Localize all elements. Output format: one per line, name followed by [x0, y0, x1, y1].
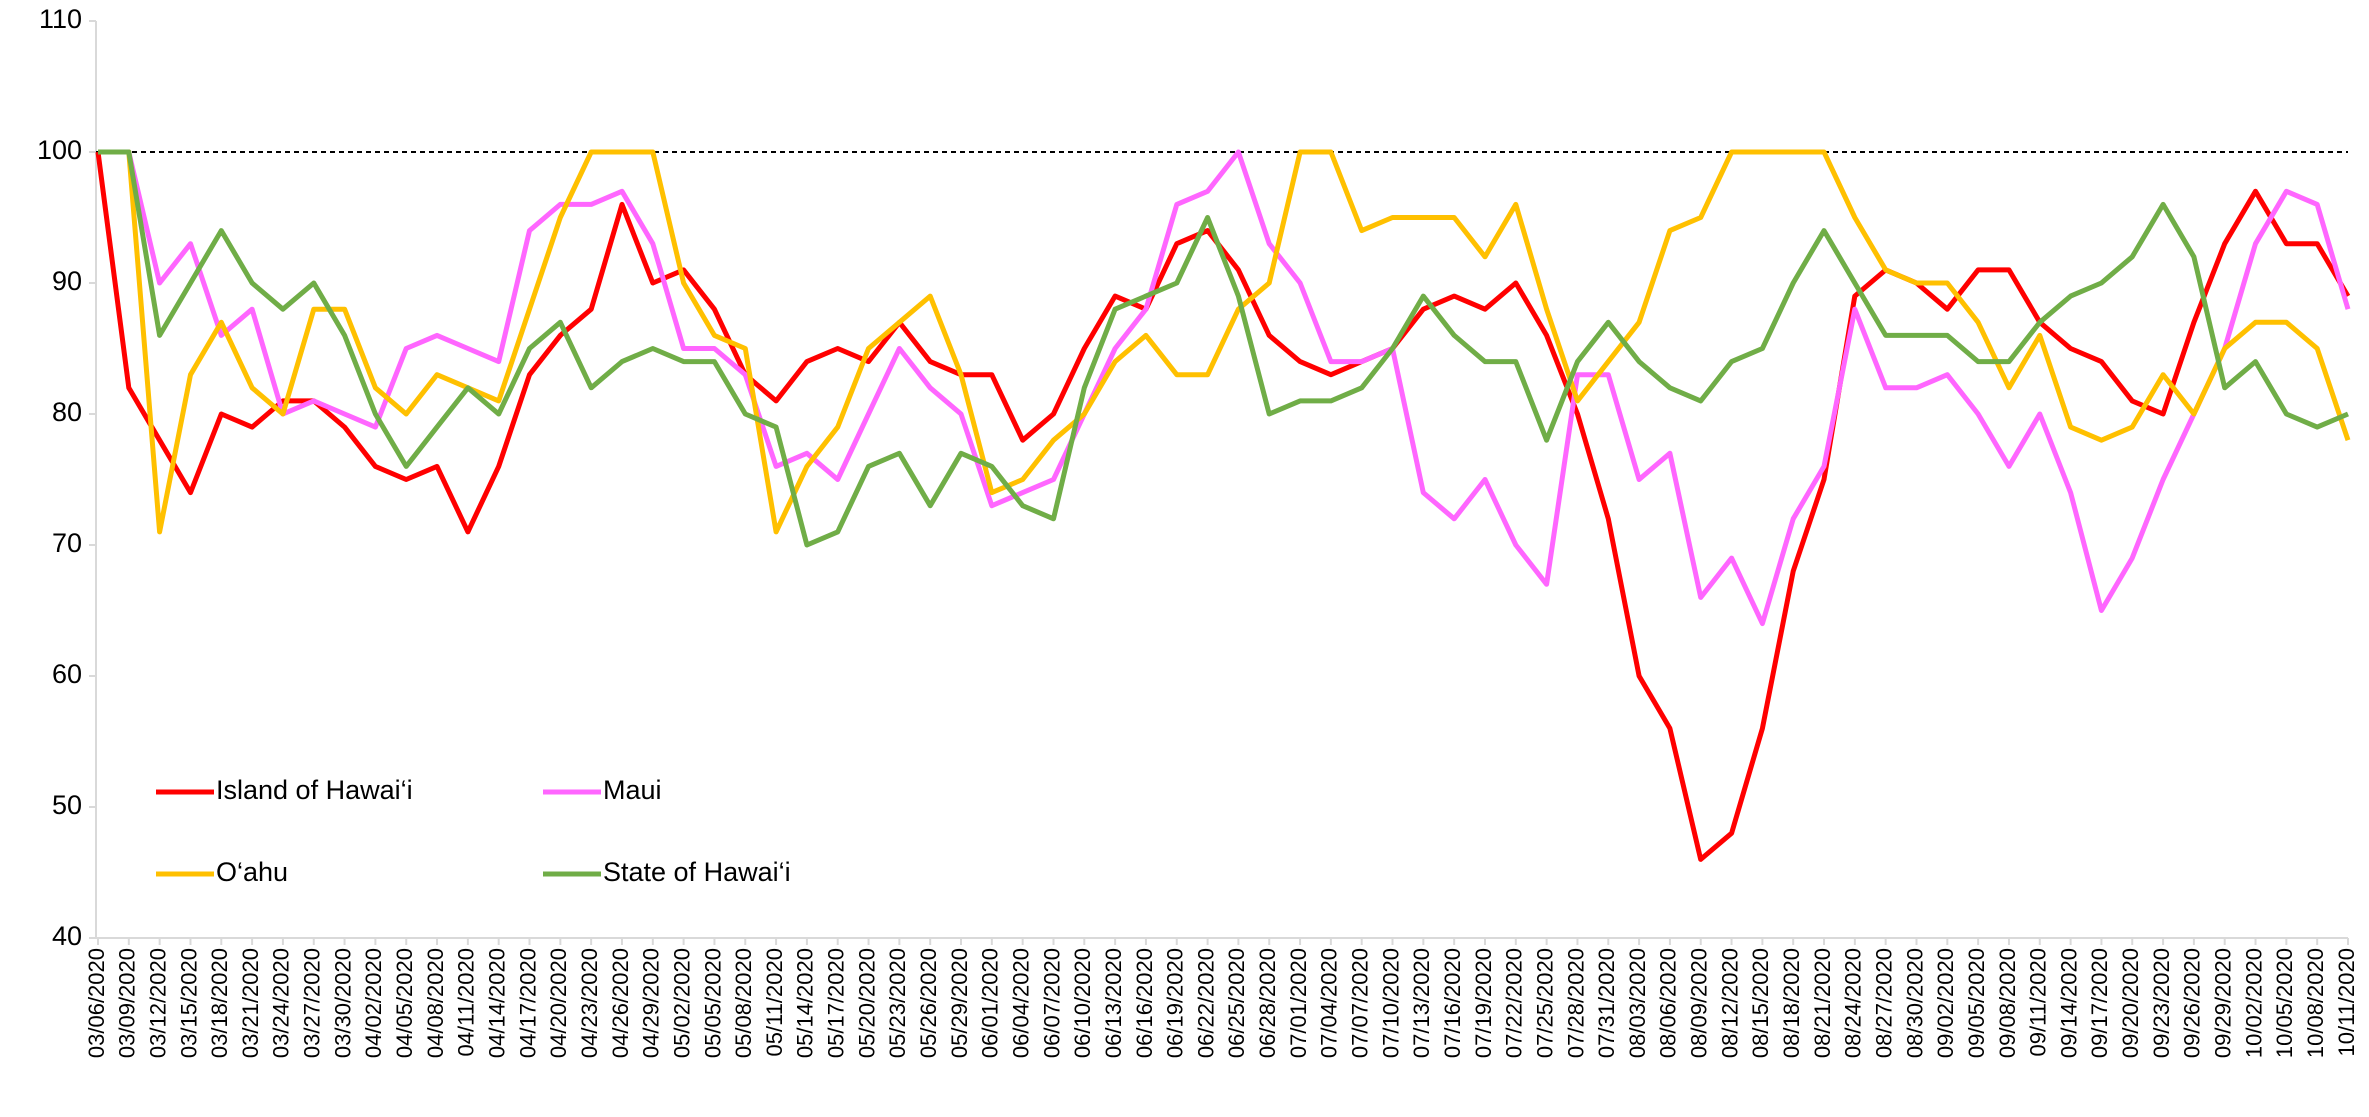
legend-label: Island of Hawai‘i: [216, 775, 413, 805]
x-tick-label: 05/11/2020: [762, 948, 787, 1056]
x-tick-label: 05/29/2020: [947, 948, 972, 1058]
x-tick-label: 05/17/2020: [824, 948, 849, 1058]
x-tick-label: 03/06/2020: [84, 948, 109, 1058]
x-tick-label: 10/11/2020: [2334, 948, 2359, 1056]
x-tick-label: 05/14/2020: [793, 948, 818, 1058]
x-tick-label: 08/21/2020: [1810, 948, 1835, 1058]
x-tick-label: 09/05/2020: [1964, 948, 1989, 1058]
x-tick-label: 08/18/2020: [1779, 948, 1804, 1058]
x-tick-label: 07/13/2020: [1409, 948, 1434, 1058]
x-tick-label: 10/08/2020: [2303, 948, 2328, 1058]
x-tick-label: 10/02/2020: [2241, 948, 2266, 1058]
x-tick-label: 07/19/2020: [1471, 948, 1496, 1058]
y-tick-label: 80: [52, 397, 82, 427]
y-tick-label: 90: [52, 266, 82, 296]
x-tick-label: 03/09/2020: [115, 948, 140, 1058]
x-tick-label: 03/27/2020: [300, 948, 325, 1058]
x-tick-label: 07/04/2020: [1317, 948, 1342, 1058]
x-tick-label: 07/01/2020: [1286, 948, 1311, 1058]
x-tick-label: 09/29/2020: [2211, 948, 2236, 1058]
x-tick-label: 09/02/2020: [1933, 948, 1958, 1058]
x-tick-label: 04/08/2020: [423, 948, 448, 1058]
x-tick-label: 06/22/2020: [1193, 948, 1218, 1058]
x-tick-label: 06/16/2020: [1132, 948, 1157, 1058]
series-line: [98, 149, 2351, 627]
x-tick-label: 04/26/2020: [608, 948, 633, 1058]
y-tick-label: 70: [52, 528, 82, 558]
x-tick-label: 08/12/2020: [1717, 948, 1742, 1058]
x-tick-label: 09/08/2020: [1995, 948, 2020, 1058]
x-tick-label: 06/13/2020: [1101, 948, 1126, 1058]
x-tick-label: 07/10/2020: [1378, 948, 1403, 1058]
x-tick-label: 09/23/2020: [2149, 948, 2174, 1058]
x-tick-label: 07/22/2020: [1502, 948, 1527, 1058]
y-tick-label: 50: [52, 790, 82, 820]
x-tick-label: 03/21/2020: [238, 948, 263, 1058]
x-tick-label: 05/08/2020: [731, 948, 756, 1058]
x-tick-label: 03/24/2020: [269, 948, 294, 1058]
x-tick-label: 04/14/2020: [484, 948, 509, 1058]
x-tick-label: 06/07/2020: [1039, 948, 1064, 1058]
x-tick-label: 08/30/2020: [1902, 948, 1927, 1058]
legend-label: O‘ahu: [216, 857, 288, 887]
x-tick-label: 08/06/2020: [1656, 948, 1681, 1058]
x-tick-label: 04/02/2020: [361, 948, 386, 1058]
x-tick-label: 06/28/2020: [1255, 948, 1280, 1058]
x-tick-label: 03/18/2020: [207, 948, 232, 1058]
x-tick-label: 06/19/2020: [1163, 948, 1188, 1058]
x-tick-label: 07/07/2020: [1348, 948, 1373, 1058]
x-tick-label: 09/26/2020: [2180, 948, 2205, 1058]
x-tick-label: 08/27/2020: [1871, 948, 1896, 1058]
legend-label: Maui: [603, 775, 662, 805]
x-tick-label: 05/02/2020: [669, 948, 694, 1058]
x-tick-label: 08/09/2020: [1687, 948, 1712, 1058]
x-tick-label: 06/10/2020: [1070, 948, 1095, 1058]
y-tick-label: 60: [52, 659, 82, 689]
x-tick-label: 07/25/2020: [1532, 948, 1557, 1058]
x-tick-label: 09/20/2020: [2118, 948, 2143, 1058]
x-tick-label: 03/12/2020: [145, 948, 170, 1058]
y-tick-label: 40: [52, 921, 82, 951]
x-tick-label: 07/16/2020: [1440, 948, 1465, 1058]
x-tick-label: 06/04/2020: [1008, 948, 1033, 1058]
x-tick-label: 04/11/2020: [454, 948, 479, 1056]
x-tick-label: 04/20/2020: [546, 948, 571, 1058]
x-tick-label: 05/23/2020: [885, 948, 910, 1058]
legend-label: State of Hawai‘i: [603, 857, 791, 887]
x-tick-label: 05/20/2020: [854, 948, 879, 1058]
x-tick-label: 09/17/2020: [2087, 948, 2112, 1058]
x-tick-label: 08/03/2020: [1625, 948, 1650, 1058]
x-tick-label: 04/05/2020: [392, 948, 417, 1058]
x-tick-label: 07/31/2020: [1594, 948, 1619, 1058]
x-tick-label: 04/23/2020: [577, 948, 602, 1058]
x-tick-label: 08/24/2020: [1841, 948, 1866, 1058]
x-tick-label: 05/05/2020: [700, 948, 725, 1058]
x-tick-label: 03/15/2020: [176, 948, 201, 1058]
series-line: [98, 149, 2351, 535]
x-tick-label: 04/29/2020: [639, 948, 664, 1058]
x-tick-label: 06/25/2020: [1224, 948, 1249, 1058]
x-tick-label: 06/01/2020: [978, 948, 1003, 1058]
y-tick-label: 100: [37, 135, 82, 165]
x-tick-label: 03/30/2020: [330, 948, 355, 1058]
x-tick-label: 08/15/2020: [1748, 948, 1773, 1058]
y-tick-label: 110: [39, 4, 82, 34]
x-tick-label: 05/26/2020: [916, 948, 941, 1058]
x-tick-label: 09/14/2020: [2056, 948, 2081, 1058]
x-tick-label: 04/17/2020: [515, 948, 540, 1058]
x-tick-label: 09/11/2020: [2026, 948, 2051, 1056]
x-tick-label: 07/28/2020: [1563, 948, 1588, 1058]
x-tick-label: 10/05/2020: [2272, 948, 2297, 1058]
series-line: [98, 149, 2349, 548]
